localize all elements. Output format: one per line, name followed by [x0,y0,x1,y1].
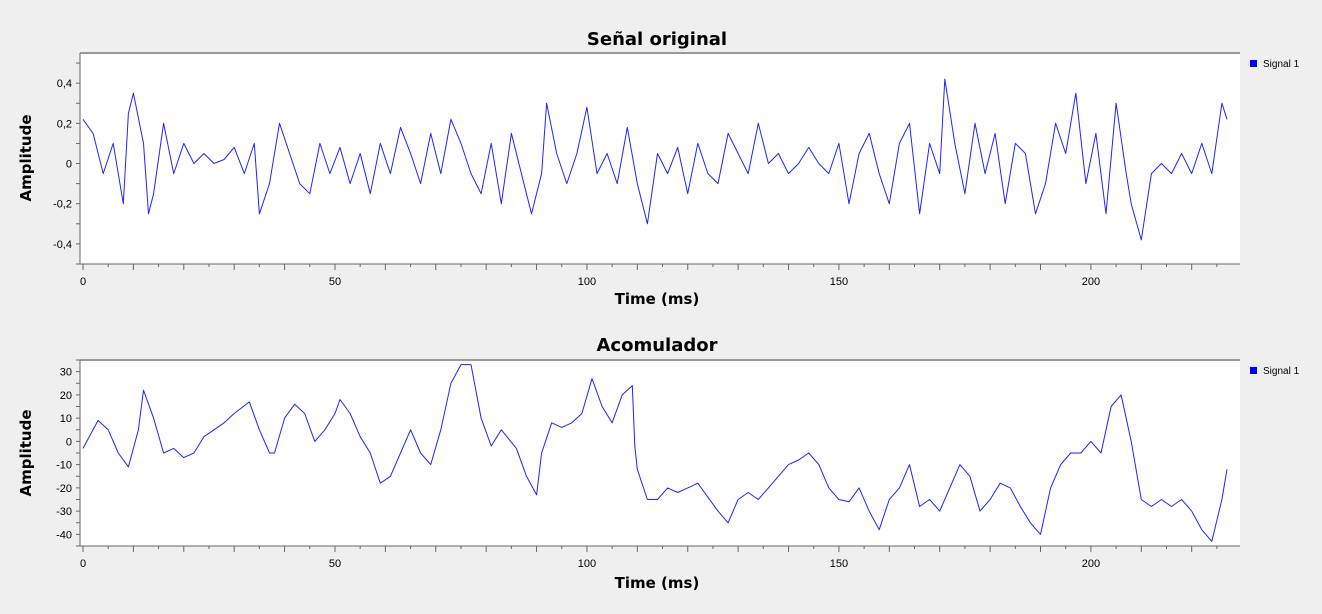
legend-label: Signal 1 [1263,59,1300,70]
y-tick-label: 10 [60,413,72,425]
x-tick-label: 100 [578,558,596,570]
y-axis-title: Amplitude [17,409,35,496]
y-axis-title: Amplitude [17,114,35,201]
x-tick-label: 0 [80,276,86,288]
plot-area [80,360,1240,546]
y-tick-label: -0,2 [53,199,72,211]
x-tick-label: 150 [830,276,848,288]
x-axis-title: Time (ms) [615,574,700,592]
series-layer [82,364,1228,542]
x-ticks: 0 50 100 150 200 [80,264,1218,288]
x-tick-label: 200 [1082,558,1100,570]
x-tick-label: 150 [830,558,848,570]
y-ticks: -40 -30 -20 -10 0 10 20 30 [56,359,80,547]
y-tick-label: -20 [56,483,72,495]
x-ticks: 0 50 100 150 200 [80,546,1218,570]
y-tick-label: 0,4 [57,78,72,90]
legend: Signal 1 [1250,59,1300,70]
chart-title: Acomulador [597,335,718,356]
y-tick-label: 0 [66,159,72,171]
y-tick-label: -10 [56,460,72,472]
x-tick-label: 200 [1082,276,1100,288]
y-tick-label: 30 [60,367,72,379]
legend-swatch [1250,367,1257,374]
series-line-1 [82,364,1228,542]
legend: Signal 1 [1250,366,1300,377]
legend-label: Signal 1 [1263,366,1300,377]
chart-acomulador: Acomulador -40 -30 -20 -10 0 10 20 30 0 50 100 150… [17,335,1300,592]
x-tick-label: 50 [329,558,341,570]
y-tick-label: -40 [56,529,72,541]
y-tick-label: -30 [56,506,72,518]
chart-senal-original: Señal original -0,4 -0,2 0 0,2 0,4 0 50 100 150… [17,29,1300,308]
y-tick-label: -0,4 [53,239,72,251]
y-ticks: -0,4 -0,2 0 0,2 0,4 [53,62,80,265]
series-line-1 [82,78,1228,241]
x-tick-label: 0 [80,558,86,570]
x-tick-label: 100 [578,276,596,288]
y-tick-label: 0 [66,436,72,448]
legend-swatch [1250,60,1257,67]
x-axis-title: Time (ms) [615,290,700,308]
x-tick-label: 50 [329,276,341,288]
y-tick-label: 20 [60,390,72,402]
chart-title: Señal original [587,29,727,50]
series-layer [82,78,1228,241]
y-tick-label: 0,2 [57,118,72,130]
